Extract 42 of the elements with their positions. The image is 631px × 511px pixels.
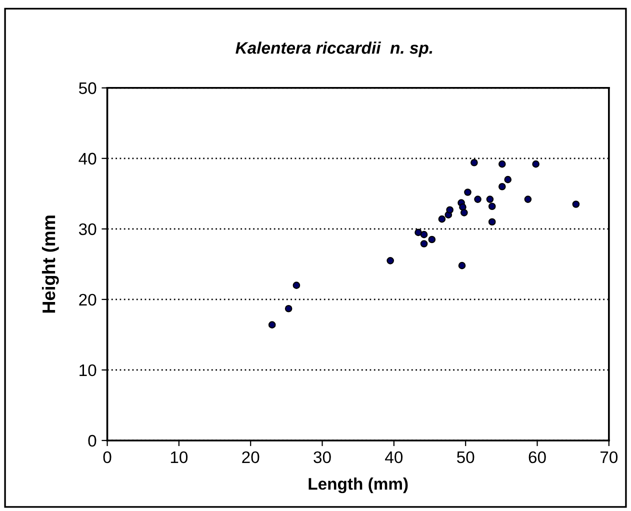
point	[464, 188, 472, 196]
x-tick-label: 70	[600, 451, 618, 464]
point	[459, 203, 466, 211]
point	[446, 206, 454, 214]
point	[498, 182, 506, 190]
point	[504, 176, 512, 184]
y-axis-title: Height (mm	[42, 216, 59, 313]
point	[428, 236, 436, 244]
point	[524, 196, 532, 203]
y-tick-label: 30	[78, 223, 96, 236]
chart-title: Kalentera riccardii n. sp.	[236, 42, 432, 58]
point	[470, 158, 478, 166]
point	[474, 196, 482, 203]
x-tick-label: 0	[103, 451, 112, 464]
y-tick-label: 10	[80, 364, 96, 376]
x-tick-label: 30	[314, 451, 331, 464]
point	[292, 282, 300, 290]
x-axis-title: Length (mm)	[308, 478, 408, 494]
x-tick-label: 20	[242, 451, 260, 464]
y-tick-label: 50	[78, 82, 96, 94]
point	[420, 240, 428, 248]
point	[498, 160, 506, 168]
x-tick-label: 10	[170, 451, 188, 464]
point	[438, 215, 446, 223]
x-tick-label: 60	[528, 451, 546, 464]
point	[458, 262, 466, 270]
point	[420, 230, 428, 238]
y-tick-label: 40	[78, 152, 96, 165]
point	[460, 209, 468, 216]
point	[284, 304, 292, 312]
y-tick-label: 20	[79, 294, 96, 306]
x-tick-label: 50	[456, 451, 474, 464]
point	[488, 218, 496, 226]
point	[268, 321, 276, 328]
point	[386, 257, 394, 264]
y-tick-label: 0	[88, 434, 96, 447]
point	[488, 202, 496, 210]
point	[486, 196, 494, 203]
point	[414, 228, 422, 236]
point	[572, 200, 580, 208]
point	[532, 160, 540, 168]
x-tick-label: 40	[385, 451, 403, 464]
